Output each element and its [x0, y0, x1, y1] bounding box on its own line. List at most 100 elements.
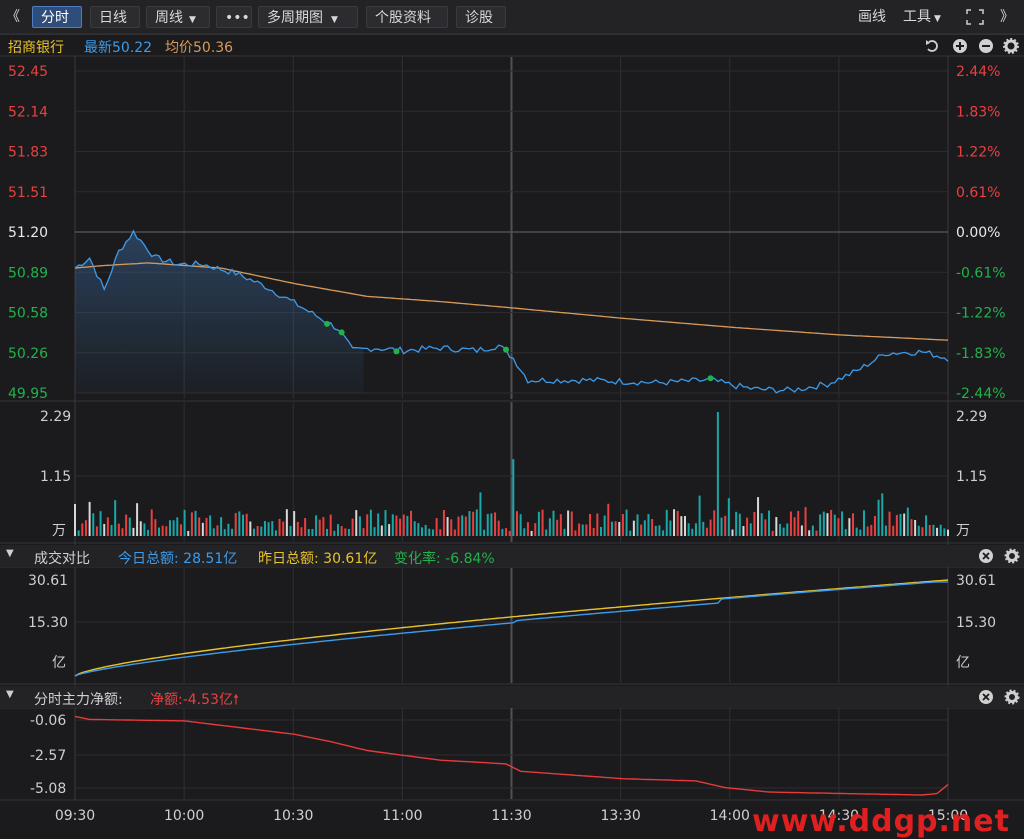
turnover-panel-title: 成交对比	[34, 551, 90, 567]
volume-bar	[515, 511, 518, 536]
tab-multi-period[interactable]: 多周期图 ▼	[258, 6, 358, 28]
tab-diagnose[interactable]: 诊股	[456, 6, 506, 28]
volume-bar	[720, 517, 723, 536]
volume-bar	[483, 529, 486, 536]
volume-bar	[311, 529, 314, 536]
zoom-in-icon[interactable]	[953, 39, 967, 53]
volume-bar	[212, 528, 215, 536]
back-button[interactable]: 《	[6, 9, 20, 25]
volume-bar	[862, 510, 865, 536]
arrow-up-icon: 🠕	[232, 692, 239, 708]
volume-bar	[567, 510, 570, 536]
volume-bar	[545, 529, 548, 536]
panel-controls	[979, 689, 1020, 705]
volume-bar	[395, 515, 398, 536]
volume-bar	[479, 492, 482, 536]
volume-bar	[815, 530, 818, 536]
change-rate: 变化率: -6.84%	[394, 551, 495, 567]
volume-bar	[684, 516, 687, 536]
volume-bar	[147, 529, 150, 536]
volume-bar	[822, 511, 825, 536]
volume-bar	[833, 514, 836, 536]
signal-dot	[324, 320, 331, 327]
volume-bar	[855, 527, 858, 536]
volume-bar	[651, 519, 654, 536]
yesterday-total: 昨日总额: 30.61亿	[258, 551, 378, 567]
zoom-out-icon[interactable]	[979, 39, 993, 53]
volume-bar	[702, 521, 705, 536]
volume-bar	[775, 517, 778, 536]
time-tick-label: 14:30	[819, 808, 859, 824]
yesterday-turnover-line	[74, 579, 949, 677]
gear-icon[interactable]	[1003, 38, 1019, 54]
volume-bar	[304, 518, 307, 536]
draw-line-button[interactable]: 画线	[858, 9, 886, 25]
time-tick-label: 09:30	[55, 808, 95, 824]
volume-bar	[614, 521, 617, 536]
volume-bar	[351, 518, 354, 536]
collapse-icon[interactable]: ▼	[6, 689, 14, 700]
netflow-tick-label: -0.06	[30, 713, 66, 729]
tab-weekly[interactable]: 周线 ▼	[146, 6, 210, 28]
volume-bar	[252, 528, 255, 536]
volume-bar	[326, 528, 329, 536]
volume-bar	[947, 529, 949, 536]
volume-bar	[746, 517, 749, 536]
undo-icon[interactable]	[926, 40, 938, 52]
volume-bar	[771, 530, 774, 536]
volume-bar	[289, 525, 292, 536]
volume-bar	[110, 524, 113, 536]
volume-bar	[114, 500, 117, 536]
volume-bar	[231, 528, 234, 536]
latest-price: 最新50.22	[84, 40, 153, 56]
volume-bar	[570, 511, 573, 536]
toolbar: 《 分时 日线 周线 ▼ ••• 多周期图 ▼ 个股资料 诊股 画线 工具 ▼ 》	[0, 0, 1024, 35]
panel-controls	[979, 548, 1020, 564]
percent-tick-label: -1.22%	[956, 306, 1006, 322]
volume-bar	[537, 511, 540, 536]
tab-intraday[interactable]: 分时	[32, 6, 82, 28]
price-axis-right: 2.44% 1.83% 1.22% 0.61% 0.00% -0.61% -1.22% -1.…	[956, 64, 1006, 402]
signal-dot	[338, 329, 345, 336]
volume-bar	[278, 518, 281, 536]
volume-bar	[340, 526, 343, 536]
signal-dot	[707, 375, 714, 382]
fullscreen-icon[interactable]	[966, 9, 984, 25]
percent-tick-label: -2.44%	[956, 386, 1006, 402]
close-icon[interactable]	[979, 549, 993, 563]
price-axis-left: 52.45 52.14 51.83 51.51 51.20 50.89 50.58 50.26…	[8, 64, 48, 402]
volume-bar	[421, 527, 424, 536]
volume-bar	[318, 519, 321, 536]
volume-bar	[647, 514, 650, 536]
volume-bar	[903, 513, 906, 536]
volume-bar	[906, 507, 909, 536]
volume-bar	[694, 523, 697, 536]
volume-bar	[410, 510, 413, 536]
volume-bar	[578, 523, 581, 536]
volume-bar	[618, 521, 621, 536]
volume-bars	[74, 412, 949, 536]
volume-bar	[727, 498, 730, 536]
tab-daily[interactable]: 日线	[90, 6, 140, 28]
volume-bar	[136, 503, 139, 536]
volume-tick-right: 1.15	[956, 469, 987, 485]
more-button[interactable]: •••	[216, 6, 252, 28]
volume-bar	[413, 521, 416, 536]
price-tick-label: 52.45	[8, 64, 48, 80]
time-tick-label: 10:00	[164, 808, 204, 824]
volume-bar	[512, 459, 515, 536]
volume-bar	[150, 509, 153, 536]
volume-bar	[782, 527, 785, 536]
collapse-icon[interactable]: ▼	[6, 548, 14, 559]
gear-icon[interactable]	[1004, 548, 1020, 564]
volume-bar	[285, 509, 288, 536]
volume-bar	[716, 412, 719, 536]
gear-icon[interactable]	[1004, 689, 1020, 705]
forward-button[interactable]: 》	[1000, 9, 1014, 25]
volume-bar	[662, 530, 665, 536]
close-icon[interactable]	[979, 690, 993, 704]
tools-menu[interactable]: 工具 ▼	[903, 6, 941, 28]
volume-bar	[242, 514, 245, 536]
tab-stock-profile[interactable]: 个股资料	[366, 6, 448, 28]
volume-bar	[388, 524, 391, 536]
